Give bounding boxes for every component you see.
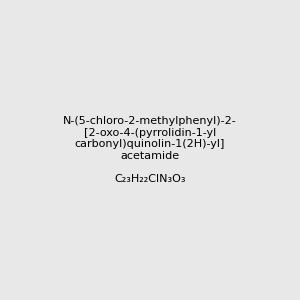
Text: N-(5-chloro-2-methylphenyl)-2-
[2-oxo-4-(pyrrolidin-1-yl
carbonyl)quinolin-1(2H): N-(5-chloro-2-methylphenyl)-2- [2-oxo-4-… [63,116,237,184]
